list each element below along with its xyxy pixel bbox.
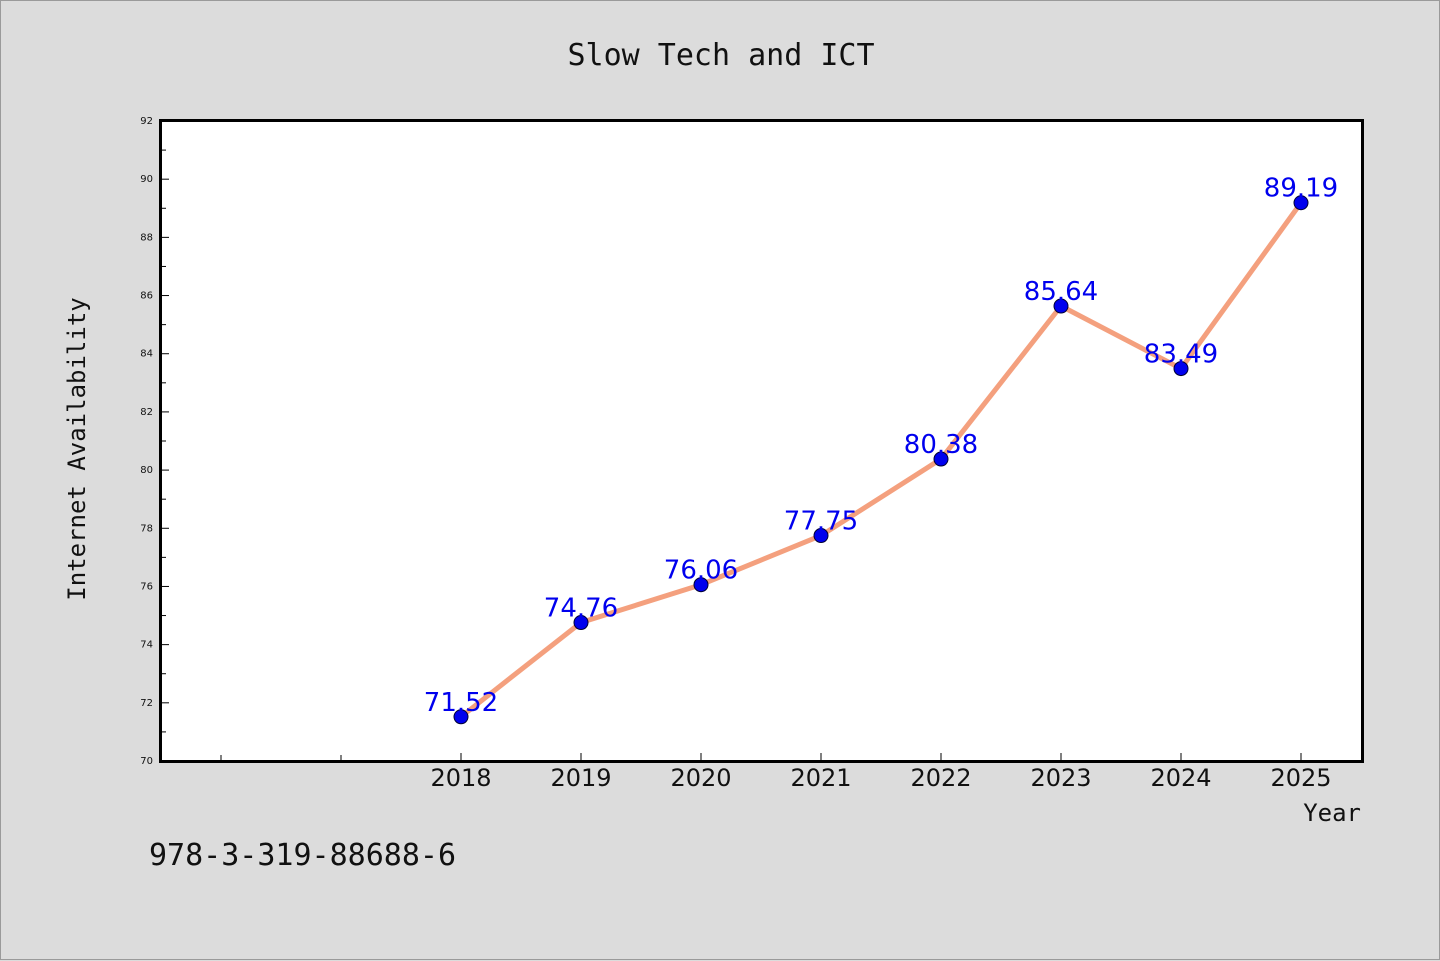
y-tick-label: 78 [140, 523, 153, 534]
y-tick-label: 76 [140, 581, 153, 592]
y-tick-label: 88 [140, 232, 153, 243]
data-label: 89.19 [1264, 174, 1338, 204]
data-point [813, 528, 829, 544]
chart-title: Slow Tech and ICT [567, 38, 874, 73]
data-label: 76.06 [664, 556, 738, 586]
x-tick-label: 2020 [670, 764, 731, 792]
footer-text: 978-3-319-88688-6 [149, 838, 456, 873]
y-tick-label: 92 [140, 116, 153, 127]
x-axis-label: Year [1303, 799, 1361, 827]
y-tick-label: 72 [140, 698, 153, 709]
y-tick-label: 82 [140, 407, 153, 418]
y-tick-label: 80 [140, 465, 153, 476]
series-markers [453, 195, 1309, 725]
x-axis: 2018 2019 2020 2021 2022 2023 2024 2025 [220, 753, 1332, 792]
data-label: 85.64 [1024, 277, 1098, 307]
x-tick-label: 2024 [1150, 764, 1211, 792]
data-point [453, 709, 469, 725]
data-label: 77.75 [784, 507, 858, 537]
y-tick-label: 70 [140, 756, 153, 767]
y-axis: 70 72 74 76 78 80 82 84 86 88 90 92 [140, 116, 169, 767]
data-point [693, 577, 709, 593]
x-tick-label: 2019 [550, 764, 611, 792]
data-label: 71.52 [424, 688, 498, 718]
data-point [1053, 298, 1069, 314]
y-tick-label: 84 [140, 349, 153, 360]
plot-area [159, 119, 1364, 763]
data-labels: 71.52 74.76 76.06 77.75 80.38 85.64 83.49 89.19 [424, 174, 1338, 718]
x-tick-label: 2021 [790, 764, 851, 792]
x-tick-label: 2022 [910, 764, 971, 792]
data-point [1293, 195, 1309, 211]
x-tick-label: 2023 [1030, 764, 1091, 792]
y-tick-label: 90 [140, 174, 153, 185]
y-tick-label: 74 [140, 640, 153, 651]
data-point [1173, 361, 1189, 377]
x-tick-label: 2025 [1270, 764, 1331, 792]
data-point [573, 615, 589, 631]
data-point [933, 451, 949, 467]
data-label: 74.76 [544, 594, 618, 624]
x-tick-label: 2018 [430, 764, 491, 792]
data-label: 83.49 [1144, 340, 1218, 370]
series-line [458, 200, 1304, 720]
y-tick-label: 86 [140, 291, 153, 302]
data-label: 80.38 [904, 430, 978, 460]
y-axis-label: Internet Availability [63, 297, 91, 600]
